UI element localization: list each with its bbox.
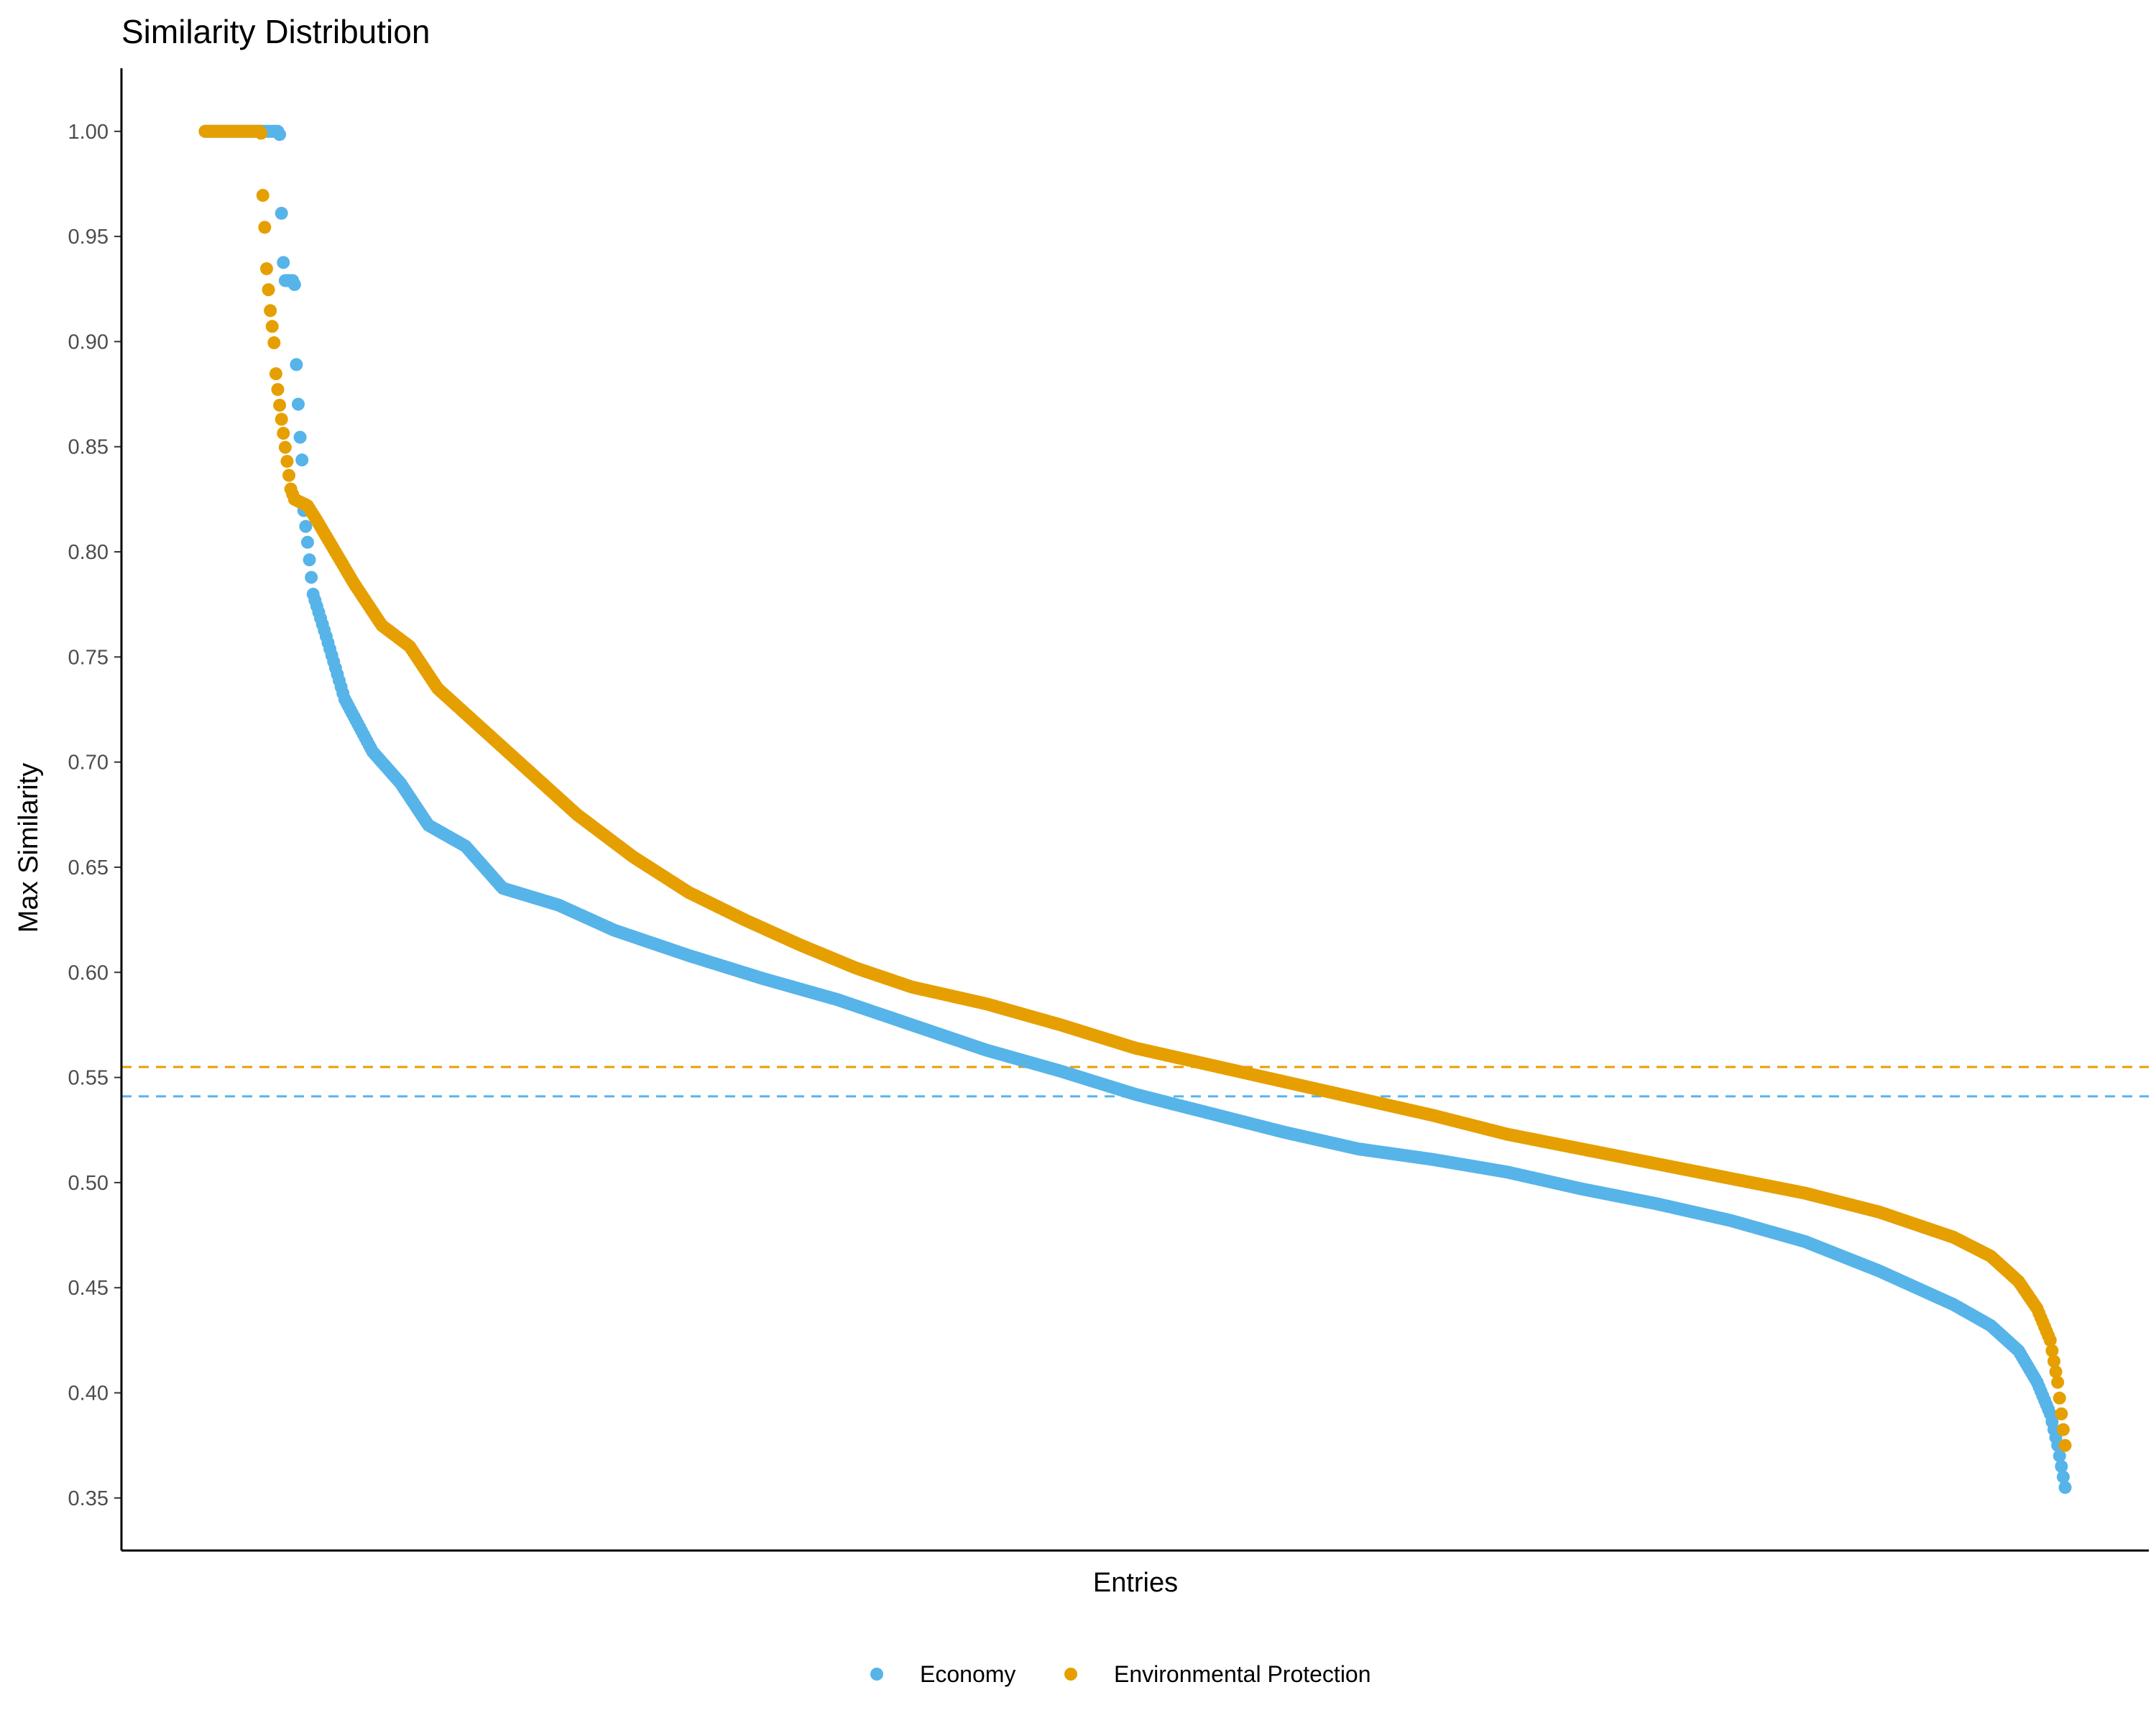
data-point xyxy=(259,262,273,275)
data-point xyxy=(277,256,290,269)
y-tick-label: 0.75 xyxy=(68,646,109,669)
data-point xyxy=(273,128,287,142)
data-point xyxy=(275,206,288,220)
data-point xyxy=(277,427,290,440)
data-point xyxy=(2049,1365,2063,1379)
data-point xyxy=(291,397,305,411)
data-point xyxy=(2051,1375,2065,1389)
y-tick-label: 0.90 xyxy=(68,331,109,354)
data-point xyxy=(271,383,285,397)
y-tick-label: 0.80 xyxy=(68,541,109,564)
y-tick-label: 0.65 xyxy=(68,856,109,879)
data-point xyxy=(303,553,316,567)
y-tick-label: 0.85 xyxy=(68,436,109,459)
y-axis-ticks: 0.35 0.40 0.45 0.50 0.55 0.60 0.65 0.70 0.75 0.80… xyxy=(68,121,121,1510)
legend-key xyxy=(870,1668,883,1681)
y-tick-label: 0.60 xyxy=(68,961,109,984)
data-point xyxy=(282,468,296,482)
data-point xyxy=(290,358,303,371)
data-point xyxy=(2043,1334,2057,1347)
data-point xyxy=(293,430,307,444)
y-tick-label: 0.35 xyxy=(68,1487,109,1510)
y-tick-label: 1.00 xyxy=(68,121,109,144)
data-point xyxy=(280,455,294,468)
data-point xyxy=(2053,1449,2066,1463)
legend: Economy Environmental Protection xyxy=(870,1661,1371,1687)
y-tick-label: 0.95 xyxy=(68,226,109,249)
data-point xyxy=(269,367,282,381)
data-point xyxy=(264,304,277,318)
data-point xyxy=(2056,1423,2070,1436)
y-axis-title: Max Similarity xyxy=(14,763,44,933)
legend-label: Economy xyxy=(920,1661,1015,1687)
data-points xyxy=(198,124,2072,1494)
y-tick-label: 0.50 xyxy=(68,1172,109,1195)
data-point xyxy=(2047,1354,2060,1368)
data-point xyxy=(2058,1481,2072,1494)
data-point xyxy=(267,336,281,350)
data-point xyxy=(2058,1438,2072,1452)
data-point xyxy=(2056,1470,2070,1484)
chart-title: Similarity Distribution xyxy=(121,13,430,50)
data-point xyxy=(275,412,288,426)
data-point xyxy=(254,126,268,140)
data-point xyxy=(2053,1391,2066,1405)
data-point xyxy=(2045,1344,2059,1357)
y-tick-label: 0.70 xyxy=(68,752,109,775)
data-point xyxy=(278,440,292,454)
data-point xyxy=(287,278,301,292)
y-tick-label: 0.55 xyxy=(68,1067,109,1090)
data-point xyxy=(300,535,314,549)
legend-label: Environmental Protection xyxy=(1114,1661,1371,1687)
data-point xyxy=(299,519,313,533)
data-point xyxy=(305,570,318,584)
x-axis-title: Entries xyxy=(1093,1568,1178,1598)
data-point xyxy=(262,283,275,297)
y-tick-label: 0.45 xyxy=(68,1277,109,1300)
data-point xyxy=(256,188,270,202)
data-point xyxy=(295,453,309,467)
data-point xyxy=(2055,1459,2068,1473)
legend-key xyxy=(1064,1668,1077,1681)
data-point xyxy=(273,398,287,412)
y-tick-label: 0.40 xyxy=(68,1382,109,1405)
data-point xyxy=(2055,1407,2068,1420)
data-point xyxy=(258,221,272,234)
data-point xyxy=(265,320,279,333)
